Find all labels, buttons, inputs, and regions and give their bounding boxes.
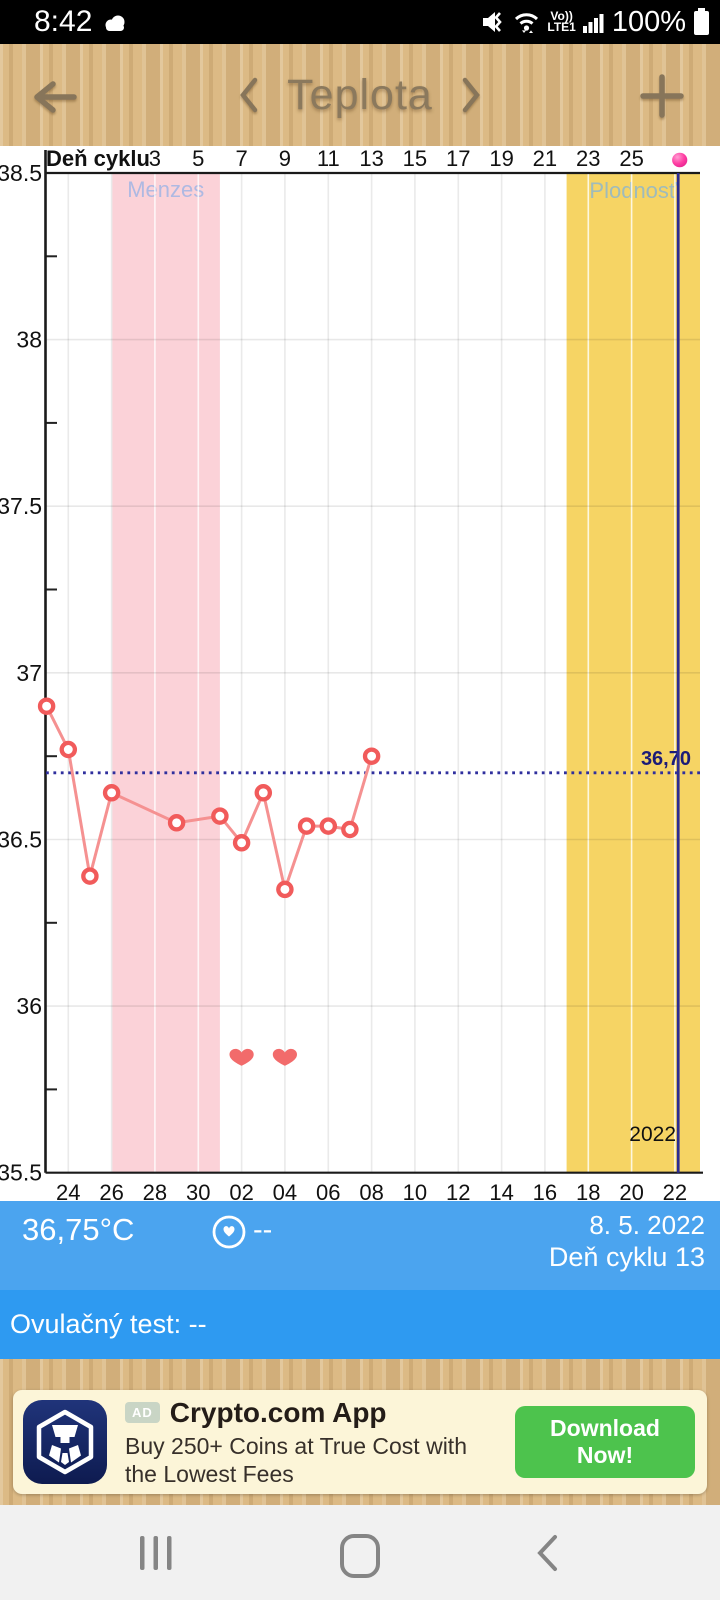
app-header: Teplota [0, 44, 720, 148]
next-chevron-icon[interactable] [461, 77, 481, 113]
add-entry-icon[interactable] [640, 74, 684, 118]
x-axis-date-label: 06 [316, 1180, 340, 1201]
status-bar: 8:42 Vo)) LTE1 10 [0, 0, 720, 44]
data-point[interactable] [362, 747, 381, 765]
cloud-icon [105, 15, 125, 31]
selected-date: 8. 5. 2022 [589, 1210, 705, 1240]
ovulation-test-label: Ovulačný test: -- [10, 1309, 207, 1339]
wifi-icon [515, 13, 539, 33]
cycle-day-tick: 21 [533, 146, 557, 171]
ad-download-button[interactable]: Download Now! [515, 1406, 695, 1478]
y-axis-label: 37 [16, 660, 42, 686]
cycle-day-tick: 3 [149, 146, 161, 171]
ad-banner[interactable]: AD Crypto.com App Buy 250+ Coins at True… [13, 1390, 707, 1494]
year-label: 2022 [629, 1123, 676, 1146]
x-axis-date-label: 10 [403, 1180, 427, 1201]
back-icon[interactable] [532, 1533, 562, 1573]
heart-icon [272, 1048, 298, 1066]
cycle-day-tick: 17 [446, 146, 470, 171]
cycle-day-tick: 9 [279, 146, 291, 171]
menses-band [111, 173, 220, 1173]
ad-title: Crypto.com App [169, 1396, 387, 1428]
y-axis-label: 38 [16, 327, 42, 353]
data-point[interactable] [167, 814, 186, 832]
y-axis-label: 36 [16, 993, 42, 1019]
home-icon[interactable] [338, 1533, 382, 1579]
cycle-marker-dot[interactable] [672, 152, 688, 168]
volte-indicator: Vo)) LTE1 [547, 9, 576, 34]
temperature-chart[interactable]: Menzes Plodnosť 24 26 28 30 02 04 06 08 10 12 14 16 18… [0, 146, 720, 1201]
x-axis-date-label: 22 [663, 1180, 687, 1201]
ovulation-test-bar: Ovulačný test: -- [0, 1290, 720, 1359]
cycle-day-tick: 11 [317, 146, 340, 171]
x-axis-date-label: 04 [273, 1180, 297, 1201]
y-axis-label: 38.5 [0, 160, 42, 186]
prev-chevron-icon[interactable] [239, 77, 259, 113]
x-axis-date-label: 02 [229, 1180, 253, 1201]
x-axis-date-label: 18 [576, 1180, 600, 1201]
vibrate-icon [483, 12, 503, 32]
cycle-day-tick: 25 [619, 146, 643, 171]
battery-icon [694, 8, 709, 35]
data-point[interactable] [341, 820, 359, 839]
date-group: 8. 5. 2022 Deň cyklu 13 [549, 1210, 705, 1274]
status-right: Vo)) LTE1 100% [482, 6, 710, 39]
x-axis-date-label: 24 [56, 1180, 80, 1201]
cycle-day-tick: 5 [192, 146, 204, 171]
cycle-day-axis-title: Deň cyklu [46, 146, 150, 171]
back-arrow-icon[interactable] [28, 80, 78, 114]
clock: 8:42 [34, 5, 93, 38]
status-left: 8:42 [34, 5, 128, 39]
navigation-bar [0, 1505, 720, 1600]
ad-body: Buy 250+ Coins at True Cost with the Low… [125, 1432, 467, 1487]
crypto-app-icon [23, 1400, 107, 1484]
y-axis-label: 35.5 [0, 1160, 42, 1186]
battery-percent: 100% [611, 5, 686, 38]
fertile-band-label: Plodnosť [589, 178, 678, 203]
day-summary-bar: 36,75°C -- 8. 5. 2022 Deň cyklu 13 [0, 1201, 720, 1290]
cycle-day-tick: 19 [489, 146, 513, 171]
cycle-day-tick: 7 [235, 146, 247, 171]
x-axis-date-label: 26 [99, 1180, 123, 1201]
cycle-day-tick: 13 [359, 146, 383, 171]
data-point[interactable] [232, 834, 251, 852]
data-point[interactable] [254, 784, 273, 802]
recents-icon[interactable] [138, 1533, 174, 1573]
chart-svg[interactable]: Menzes Plodnosť 24 26 28 30 02 04 06 08 10 12 14 16 18… [0, 146, 720, 1201]
cycle-day-tick: 15 [403, 146, 427, 171]
data-point[interactable] [276, 880, 294, 899]
x-axis-date-label: 30 [186, 1180, 210, 1201]
coverline-label: 36,70 [641, 748, 691, 770]
data-point[interactable] [211, 807, 229, 825]
cycle-day-label: Deň cyklu 13 [548, 1242, 705, 1272]
intercourse-heart-icon[interactable] [211, 1214, 247, 1250]
data-point[interactable] [37, 697, 56, 715]
x-axis-date-label: 08 [359, 1180, 383, 1201]
data-point[interactable] [102, 784, 121, 802]
menses-band-label: Menzes [127, 177, 204, 202]
y-axis-label: 36.5 [0, 827, 42, 853]
data-point[interactable] [319, 817, 338, 835]
x-axis-date-label: 16 [533, 1180, 557, 1201]
cycle-day-tick: 23 [576, 146, 600, 171]
page-title: Teplota [287, 70, 433, 119]
header-title-group: Teplota [0, 44, 720, 146]
ad-text-group: AD Crypto.com App Buy 250+ Coins at True… [125, 1397, 515, 1488]
x-axis-date-label: 12 [446, 1180, 470, 1201]
y-axis-label: 37.5 [0, 493, 42, 519]
heart-icon [229, 1048, 254, 1066]
data-point[interactable] [81, 867, 99, 885]
ad-zone: AD Crypto.com App Buy 250+ Coins at True… [0, 1359, 720, 1505]
data-point[interactable] [297, 817, 316, 835]
intercourse-value: -- [253, 1214, 273, 1246]
x-axis-date-label: 20 [619, 1180, 643, 1201]
temperature-value: 36,75°C [22, 1212, 135, 1247]
data-point[interactable] [59, 740, 78, 759]
x-axis-date-label: 14 [489, 1180, 513, 1201]
ad-badge: AD [125, 1402, 160, 1423]
x-axis-date-label: 28 [143, 1180, 167, 1201]
signal-icon [582, 14, 604, 33]
